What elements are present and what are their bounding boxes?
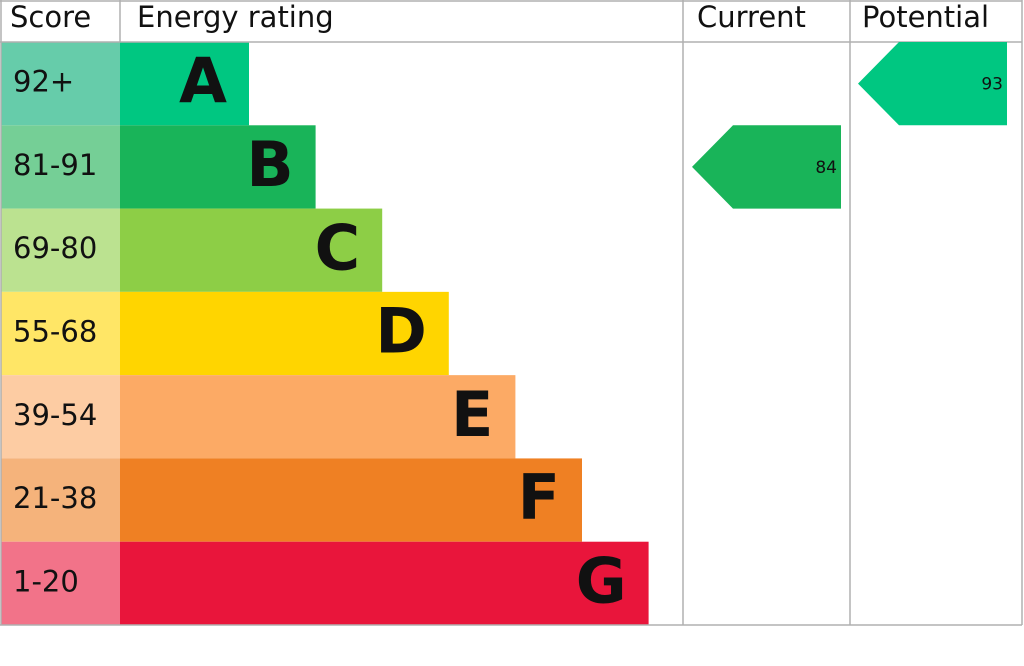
current-arrow	[692, 125, 841, 209]
potential-value: 93	[981, 75, 1003, 95]
rating-letter: F	[518, 461, 560, 534]
score-label: 55-68	[13, 315, 97, 349]
score-cell	[1, 291, 120, 376]
rating-letter: C	[315, 211, 361, 284]
current-value: 84	[815, 158, 837, 178]
rating-letter: D	[375, 295, 426, 368]
header: Score	[10, 0, 91, 34]
rating-bar	[120, 208, 383, 292]
score-label: 69-80	[13, 231, 97, 265]
header: Energy rating	[137, 0, 334, 34]
score-cell	[1, 125, 120, 209]
rating-bar	[120, 291, 449, 376]
score-cell	[1, 458, 120, 542]
score-label: 92+	[13, 65, 74, 99]
rating-bar	[120, 125, 316, 209]
rating-bar	[120, 541, 649, 625]
score-label: 81-91	[13, 148, 97, 182]
potential-arrow	[858, 42, 1007, 126]
score-label: 21-38	[13, 481, 97, 515]
rating-letter: B	[246, 128, 293, 201]
score-cell	[1, 541, 120, 625]
score-label: 39-54	[13, 398, 97, 432]
rating-letter: E	[451, 378, 493, 451]
score-cell	[1, 42, 120, 126]
rating-bar	[120, 458, 582, 542]
header: Potential	[862, 0, 989, 34]
rating-bar	[120, 375, 516, 459]
score-cell	[1, 375, 120, 459]
score-label: 1-20	[13, 564, 79, 598]
rating-bar	[120, 42, 249, 126]
header: Current	[697, 0, 806, 34]
rating-letter: G	[576, 544, 627, 617]
score-cell	[1, 208, 120, 292]
rating-letter: A	[179, 45, 227, 118]
